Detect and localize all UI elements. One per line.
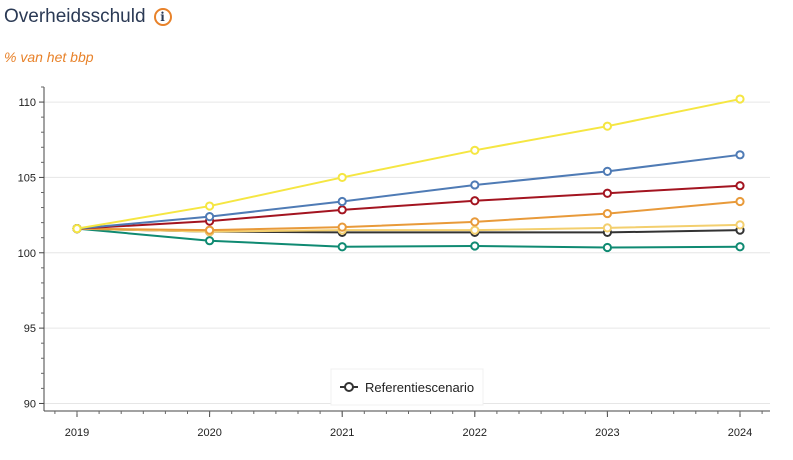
series-line	[76, 227, 741, 249]
x-tick-label: 2023	[595, 427, 619, 439]
data-point[interactable]	[470, 241, 480, 251]
data-point[interactable]	[205, 201, 215, 211]
legend-swatch-marker	[344, 382, 354, 392]
legend[interactable]: Referentiescenario	[330, 368, 484, 406]
data-point[interactable]	[470, 225, 480, 235]
data-point[interactable]	[602, 208, 613, 219]
data-point[interactable]	[470, 196, 480, 206]
y-tick-label: 110	[18, 97, 36, 109]
data-point[interactable]	[470, 145, 480, 155]
data-point[interactable]	[337, 172, 347, 183]
data-point[interactable]	[735, 242, 745, 252]
data-point[interactable]	[735, 94, 745, 104]
data-point[interactable]	[735, 181, 745, 191]
info-icon[interactable]: i	[153, 8, 172, 26]
data-point[interactable]	[602, 166, 613, 176]
data-point[interactable]	[602, 188, 613, 198]
data-point[interactable]	[337, 196, 347, 207]
data-point[interactable]	[602, 223, 613, 233]
y-tick-label: 95	[24, 323, 36, 335]
axis-layer: 90 95 100 105 110 2019 2020 2021 2022 2023 2024	[18, 86, 770, 439]
data-point[interactable]	[72, 224, 82, 234]
data-point[interactable]	[205, 212, 215, 222]
series-4	[72, 196, 745, 235]
data-point[interactable]	[337, 205, 347, 215]
data-point[interactable]	[205, 236, 215, 246]
legend-label: Referentiescenario	[365, 380, 474, 395]
page-title: Overheidsschuld	[4, 6, 146, 27]
x-tick-label: 2024	[728, 427, 752, 439]
series-line	[76, 153, 741, 230]
series-1	[72, 94, 745, 234]
grid-layer	[44, 101, 770, 404]
data-point[interactable]	[205, 225, 215, 235]
chart-subtitle: % van het bbp	[4, 49, 94, 65]
data-point[interactable]	[735, 196, 745, 207]
data-point[interactable]	[470, 217, 480, 227]
data-point[interactable]	[337, 222, 347, 232]
legend-item[interactable]: Referentiescenario	[340, 380, 474, 395]
data-point[interactable]	[602, 242, 613, 253]
data-point[interactable]	[735, 150, 745, 160]
x-tick-label: 2020	[197, 427, 221, 439]
x-tick-label: 2019	[65, 427, 89, 439]
series-3	[72, 181, 745, 234]
title-row: Overheidsschuld i	[4, 6, 172, 28]
data-point[interactable]	[735, 220, 745, 230]
y-tick-label: 100	[18, 248, 36, 260]
data-point[interactable]	[470, 180, 480, 190]
x-tick-label: 2021	[330, 427, 354, 439]
data-point[interactable]	[602, 121, 613, 131]
y-tick-label: 90	[24, 398, 36, 410]
series-line	[76, 200, 741, 232]
series-layer	[72, 94, 745, 253]
series-line	[76, 223, 741, 233]
data-point[interactable]	[337, 242, 347, 252]
series-line	[76, 184, 741, 230]
series-line	[76, 98, 741, 230]
x-tick-label: 2022	[463, 427, 487, 439]
y-tick-label: 105	[18, 172, 36, 184]
